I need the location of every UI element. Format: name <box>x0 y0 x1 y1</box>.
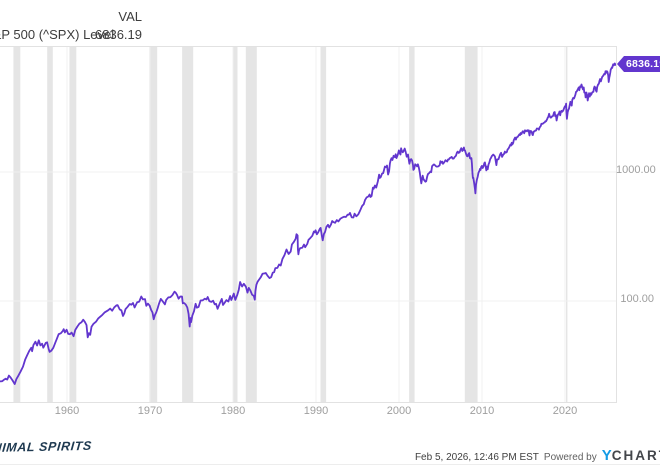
x-tick-label: 1970 <box>137 405 163 417</box>
price-line-chart <box>0 47 616 402</box>
powered-by-label: Powered by <box>543 452 597 463</box>
x-tick-label: 2000 <box>386 405 412 417</box>
recession-band <box>13 47 21 402</box>
recession-band <box>464 47 478 402</box>
val-column-header: VAL <box>118 9 142 24</box>
y-tick-label: 100.00 <box>620 293 654 305</box>
x-tick-label: 1960 <box>54 405 80 417</box>
x-tick-label: 2010 <box>469 405 495 417</box>
attribution: Feb 5, 2026, 12:46 PM EST Powered by Y CH… <box>415 447 660 464</box>
last-price-badge: 6836.19 <box>617 56 660 73</box>
ycharts-logo-y: Y <box>601 447 612 464</box>
series-value: 6836.19 <box>95 27 142 42</box>
ycharts-logo[interactable]: YCHARTS <box>602 447 660 464</box>
animal-spirits-logo: Animal Spirits <box>0 438 93 456</box>
bottom-divider <box>0 464 660 465</box>
recession-band <box>47 47 53 402</box>
badge-value: 6836.19 <box>624 56 660 73</box>
series-label: S&P 500 (^SPX) Level <box>0 27 115 42</box>
x-tick-label: 1980 <box>220 405 246 417</box>
recession-band <box>409 47 415 402</box>
x-tick-label: 1990 <box>303 405 329 417</box>
recession-band <box>149 47 158 402</box>
price-line <box>0 62 616 385</box>
recession-band <box>566 47 568 402</box>
badge-arrow-icon <box>617 56 624 73</box>
recession-band <box>233 47 238 402</box>
timestamp: Feb 5, 2026, 12:46 PM EST <box>414 452 539 463</box>
x-axis: 1960 1970 1980 1990 2000 2010 2020 <box>0 405 616 419</box>
recession-band <box>69 47 77 402</box>
chart-plot-area <box>0 46 617 403</box>
y-axis: 1000.00 100.00 <box>616 0 657 470</box>
y-tick-label: 1000.00 <box>616 164 656 176</box>
recession-band <box>320 47 327 402</box>
recession-band <box>245 47 257 402</box>
recession-band <box>182 47 194 402</box>
ycharts-logo-charts: CHARTS <box>611 448 660 463</box>
x-tick-label: 2020 <box>552 405 578 417</box>
